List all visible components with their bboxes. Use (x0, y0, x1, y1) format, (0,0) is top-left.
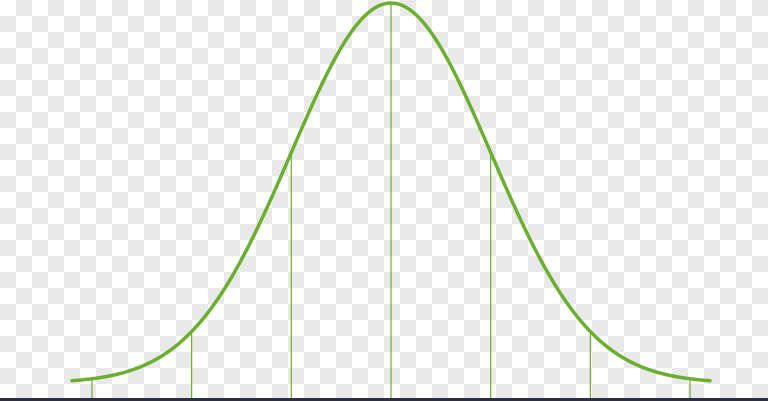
normal-curve (70, 1, 712, 383)
bottom-border (0, 398, 768, 401)
std-dev-lines (91, 3, 691, 398)
